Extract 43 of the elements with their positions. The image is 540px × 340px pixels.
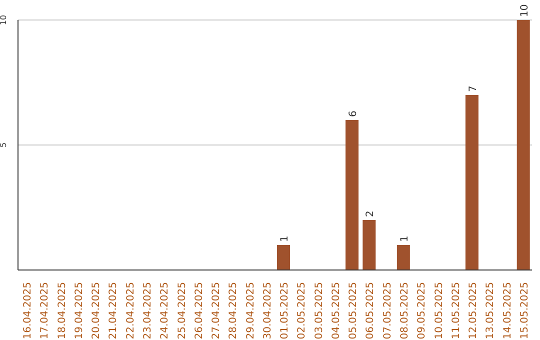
x-tick-label: 13.05.2025	[485, 282, 496, 340]
data-label: 7	[468, 86, 479, 92]
bar	[516, 20, 530, 270]
bar	[465, 95, 478, 270]
x-tick-label: 25.04.2025	[176, 282, 188, 340]
x-tick-label: 06.05.2025	[365, 282, 376, 340]
x-tick-label: 12.05.2025	[468, 282, 480, 340]
x-tick-label: 26.04.2025	[194, 282, 205, 340]
x-tick-label: 28.04.2025	[228, 282, 240, 340]
data-label: 2	[365, 210, 376, 217]
x-tick-label: 17.04.2025	[40, 282, 51, 340]
data-label: 6	[348, 110, 360, 117]
bar	[362, 220, 376, 270]
x-tick-label: 24.04.2025	[160, 282, 171, 340]
x-tick-label: 14.05.2025	[502, 282, 514, 340]
x-tick-label: 27.04.2025	[211, 282, 222, 340]
data-label: 1	[280, 236, 290, 242]
y-tick-label: 5	[0, 142, 8, 148]
bar	[346, 120, 359, 270]
x-tick-label: 07.05.2025	[382, 282, 394, 340]
x-tick-label: 18.04.2025	[56, 282, 68, 340]
x-tick-label: 23.04.2025	[142, 282, 154, 340]
x-tick-label: 08.05.2025	[400, 282, 410, 340]
x-tick-label: 05.05.2025	[348, 282, 360, 340]
x-tick-label: 21.04.2025	[108, 282, 120, 340]
data-label: 10	[519, 4, 530, 17]
x-tick-label: 15.05.2025	[519, 282, 530, 340]
x-tick-label: 20.04.2025	[91, 282, 102, 340]
x-tick-label: 03.05.2025	[314, 282, 325, 340]
x-tick-label: 01.05.2025	[280, 282, 291, 340]
bar	[277, 245, 290, 270]
bar	[396, 245, 410, 270]
x-tick-label: 02.05.2025	[296, 282, 308, 340]
x-tick-label: 10.05.2025	[434, 282, 445, 340]
x-tick-label: 16.04.2025	[22, 282, 34, 340]
x-tick-label: 11.05.2025	[450, 282, 462, 340]
x-tick-label: 29.04.2025	[245, 282, 256, 340]
x-tick-label: 30.04.2025	[262, 282, 274, 340]
x-tick-label: 22.04.2025	[125, 282, 136, 340]
data-label: 1	[399, 236, 410, 242]
x-tick-label: 19.04.2025	[74, 282, 85, 340]
x-tick-label: 04.05.2025	[330, 282, 342, 340]
x-tick-label: 09.05.2025	[416, 282, 428, 340]
